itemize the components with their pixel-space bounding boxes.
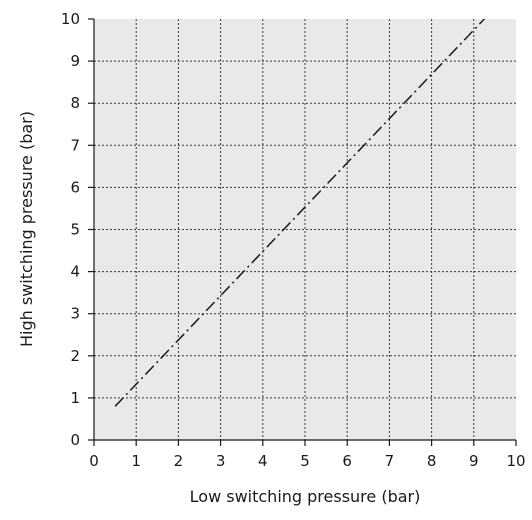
- x-tick-label: 8: [427, 452, 437, 470]
- x-tick-label: 7: [385, 452, 395, 470]
- x-tick-label: 6: [342, 452, 352, 470]
- y-tick-label: 5: [70, 221, 80, 239]
- y-tick-label: 4: [70, 263, 80, 281]
- y-tick-label: 6: [70, 178, 80, 196]
- y-tick-label: 7: [70, 136, 80, 154]
- tick-labels: 0 1 2 3 4 5 6 7 8 9 10 0 1 2 3 4 5 6 7 8 9 10: [61, 10, 526, 470]
- series-layer: [114, 18, 485, 407]
- series-line: [114, 18, 485, 407]
- y-tick-label: 0: [70, 431, 80, 449]
- x-tick-label: 4: [258, 452, 268, 470]
- x-tick-label: 10: [506, 452, 525, 470]
- x-tick-label: 0: [89, 452, 99, 470]
- y-tick-label: 3: [70, 305, 80, 323]
- x-tick-label: 2: [174, 452, 184, 470]
- x-tick-label: 1: [131, 452, 141, 470]
- y-tick-label: 8: [70, 94, 80, 112]
- axes: [88, 18, 517, 446]
- y-tick-label: 10: [61, 10, 80, 28]
- plot-background: [94, 19, 516, 440]
- x-tick-label: 5: [300, 452, 310, 470]
- x-tick-label: 9: [469, 452, 479, 470]
- y-axis-title: High switching pressure (bar): [17, 111, 36, 347]
- y-tick-label: 9: [70, 52, 80, 70]
- x-axis-title: Low switching pressure (bar): [190, 487, 421, 506]
- x-tick-label: 3: [216, 452, 226, 470]
- y-tick-label: 2: [70, 347, 80, 365]
- y-tick-label: 1: [70, 389, 80, 407]
